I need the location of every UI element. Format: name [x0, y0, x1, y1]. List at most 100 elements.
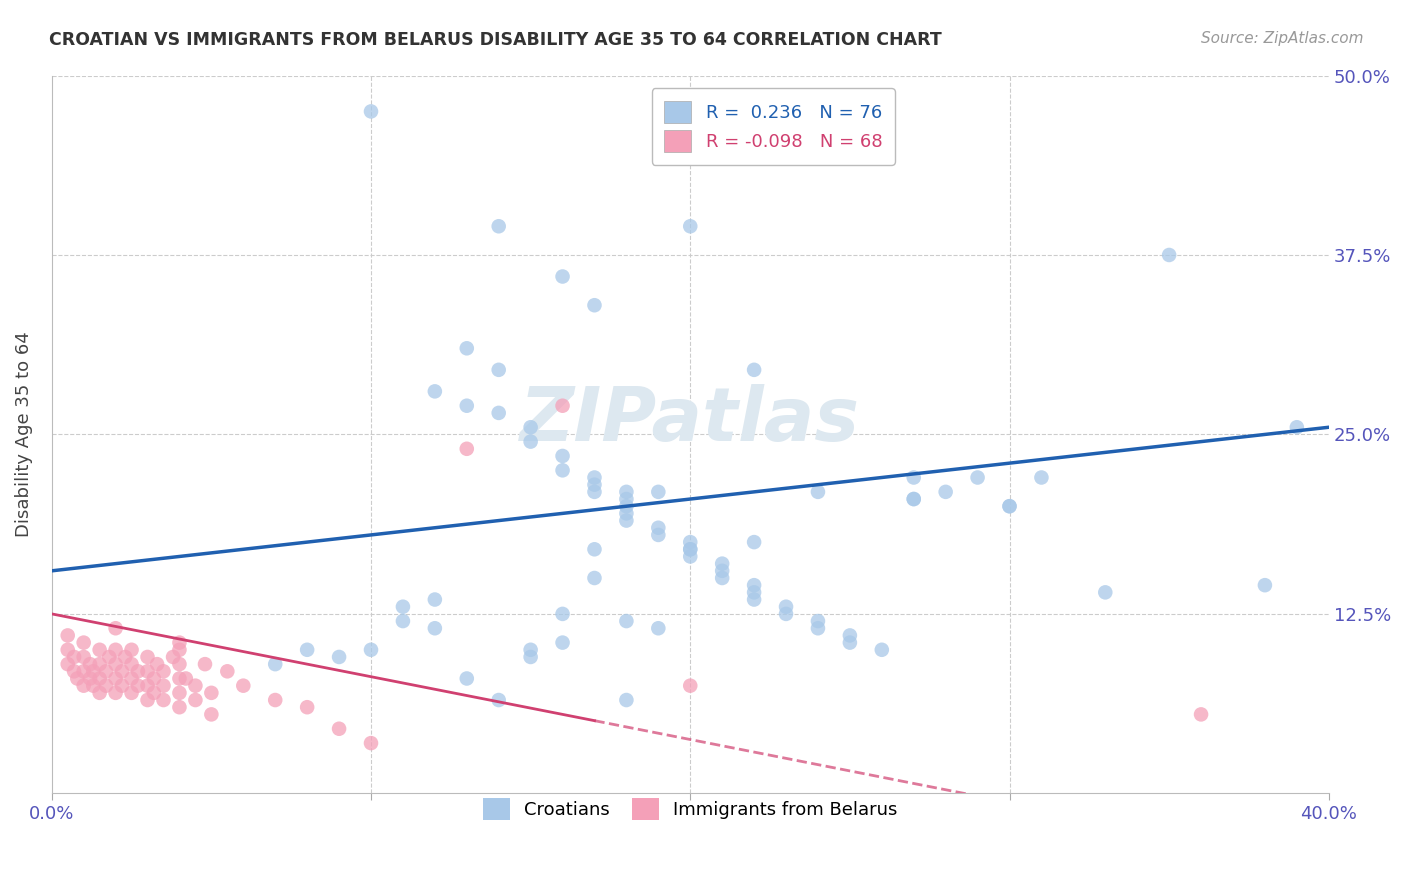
Point	[89, 657, 111, 672]
Point	[152, 665, 174, 679]
Point	[935, 484, 957, 499]
Point	[82, 665, 104, 679]
Point	[73, 650, 96, 665]
Point	[998, 500, 1021, 514]
Point	[903, 491, 925, 506]
Point	[551, 607, 574, 621]
Point	[583, 484, 606, 499]
Point	[89, 686, 111, 700]
Point	[392, 614, 415, 628]
Point	[616, 500, 638, 514]
Point	[966, 470, 988, 484]
Point	[647, 484, 669, 499]
Point	[232, 679, 254, 693]
Point	[807, 621, 830, 635]
Point	[488, 363, 510, 377]
Point	[392, 599, 415, 614]
Point	[551, 463, 574, 477]
Point	[98, 650, 121, 665]
Point	[456, 442, 478, 456]
Point	[903, 470, 925, 484]
Point	[679, 679, 702, 693]
Point	[89, 672, 111, 686]
Point	[519, 650, 541, 665]
Point	[1285, 420, 1308, 434]
Point	[184, 679, 207, 693]
Point	[519, 642, 541, 657]
Point	[104, 686, 127, 700]
Point	[328, 722, 350, 736]
Point	[136, 679, 159, 693]
Point	[456, 399, 478, 413]
Point	[56, 657, 79, 672]
Point	[79, 657, 101, 672]
Point	[903, 491, 925, 506]
Point	[488, 406, 510, 420]
Point	[583, 470, 606, 484]
Point	[583, 571, 606, 585]
Point	[169, 700, 191, 714]
Point	[775, 607, 797, 621]
Point	[1031, 470, 1053, 484]
Point	[264, 657, 287, 672]
Text: Source: ZipAtlas.com: Source: ZipAtlas.com	[1201, 31, 1364, 46]
Point	[998, 500, 1021, 514]
Point	[94, 679, 117, 693]
Point	[647, 621, 669, 635]
Point	[679, 535, 702, 549]
Point	[616, 693, 638, 707]
Point	[711, 557, 734, 571]
Point	[711, 564, 734, 578]
Point	[56, 642, 79, 657]
Point	[121, 642, 143, 657]
Point	[870, 642, 893, 657]
Point	[519, 434, 541, 449]
Point	[217, 665, 239, 679]
Point	[121, 672, 143, 686]
Point	[583, 542, 606, 557]
Legend: Croatians, Immigrants from Belarus: Croatians, Immigrants from Belarus	[468, 784, 912, 835]
Point	[136, 650, 159, 665]
Point	[104, 642, 127, 657]
Point	[146, 657, 169, 672]
Point	[423, 384, 446, 399]
Point	[63, 650, 86, 665]
Point	[73, 635, 96, 649]
Point	[169, 642, 191, 657]
Point	[1254, 578, 1277, 592]
Point	[742, 585, 765, 599]
Point	[79, 672, 101, 686]
Point	[184, 693, 207, 707]
Point	[127, 665, 149, 679]
Point	[136, 693, 159, 707]
Point	[616, 491, 638, 506]
Point	[56, 628, 79, 642]
Text: CROATIAN VS IMMIGRANTS FROM BELARUS DISABILITY AGE 35 TO 64 CORRELATION CHART: CROATIAN VS IMMIGRANTS FROM BELARUS DISA…	[49, 31, 942, 49]
Point	[142, 686, 165, 700]
Point	[742, 363, 765, 377]
Point	[647, 521, 669, 535]
Point	[111, 679, 134, 693]
Point	[1189, 707, 1212, 722]
Point	[121, 686, 143, 700]
Point	[679, 542, 702, 557]
Point	[104, 672, 127, 686]
Point	[162, 650, 184, 665]
Point	[73, 665, 96, 679]
Point	[169, 657, 191, 672]
Point	[488, 219, 510, 234]
Point	[152, 693, 174, 707]
Point	[838, 635, 860, 649]
Point	[711, 571, 734, 585]
Point	[360, 104, 382, 119]
Point	[807, 484, 830, 499]
Point	[616, 484, 638, 499]
Point	[360, 642, 382, 657]
Point	[66, 672, 89, 686]
Point	[360, 736, 382, 750]
Point	[1159, 248, 1181, 262]
Point	[807, 614, 830, 628]
Point	[679, 219, 702, 234]
Point	[742, 535, 765, 549]
Point	[194, 657, 217, 672]
